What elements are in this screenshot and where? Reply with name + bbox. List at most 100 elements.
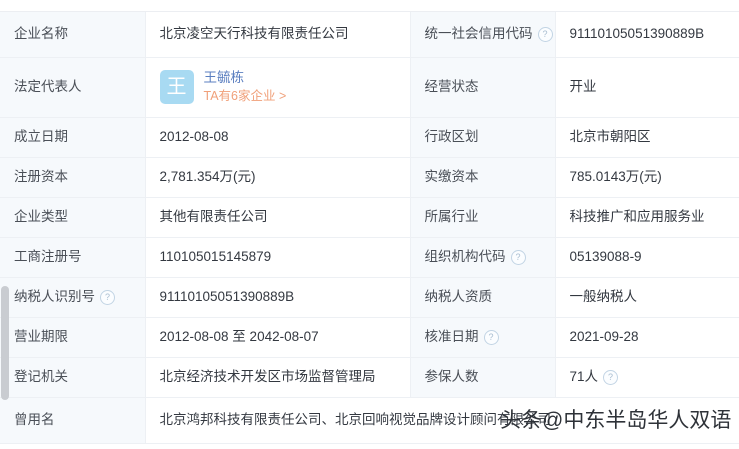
label-text: 实缴资本 [424,169,479,185]
table-row: 曾用名 北京鸿邦科技有限责任公司、北京回响视觉品牌设计顾问有限公司 [0,397,739,444]
field-value-credit-code: 91110105051390889B [555,12,739,58]
help-icon[interactable]: ? [100,290,115,306]
field-value-business-status: 开业 [555,57,739,118]
value-text: 91110105051390889B [159,289,295,305]
field-label-company-name: 企业名称 [0,12,146,58]
value-text: 北京鸿邦科技有限责任公司、北京回响视觉品牌设计顾问有限公司 [159,412,552,428]
field-value-district: 北京市朝阳区 [555,117,739,158]
field-label-paid-capital: 实缴资本 [410,157,556,198]
label-text: 纳税人资质 [424,289,493,305]
table-row: 工商注册号 110105015145879 组织机构代码? 05139088-9 [0,237,739,278]
field-value-former-names: 北京鸿邦科技有限责任公司、北京回响视觉品牌设计顾问有限公司 [145,397,739,444]
legal-rep-name-link[interactable]: 王毓栋 [203,70,245,85]
table-row: 登记机关 北京经济技术开发区市场监督管理局 参保人数 71人? [0,357,739,398]
table-row: 法定代表人 王 王毓栋 TA有6家企业 > 经营状态 开业 [0,57,739,118]
field-value-company-type: 其他有限责任公司 [145,197,411,238]
value-text: 科技推广和应用服务业 [569,209,705,225]
help-icon[interactable]: ? [537,27,553,43]
field-value-registration-number: 110105015145879 [145,237,411,278]
value-text: 其他有限责任公司 [159,209,268,225]
field-value-taxpayer-id: 91110105051390889B [145,277,411,318]
field-label-former-names: 曾用名 [0,397,146,444]
field-value-paid-capital: 785.0143万(元) [555,157,739,198]
field-label-registration-authority: 登记机关 [0,357,146,398]
field-value-org-code: 05139088-9 [555,237,739,278]
value-text: 北京凌空天行科技有限责任公司 [159,26,349,42]
label-text: 登记机关 [14,369,68,385]
field-label-insured-count: 参保人数 [410,357,556,398]
label-text: 参保人数 [424,369,479,385]
field-value-legal-rep: 王 王毓栋 TA有6家企业 > [145,57,411,118]
field-label-org-code: 组织机构代码? [410,237,556,278]
value-text: 开业 [569,79,597,95]
help-icon[interactable]: ? [603,370,619,386]
field-label-credit-code: 统一社会信用代码? [410,12,556,58]
value-text: 北京经济技术开发区市场监督管理局 [159,369,376,385]
value-text: 05139088-9 [569,249,642,265]
value-text: 2012-08-08 至 2042-08-07 [159,329,319,345]
value-text: 2012-08-08 [159,129,229,145]
field-value-taxpayer-qualification: 一般纳税人 [555,277,739,318]
legal-rep-block: 王 王毓栋 TA有6家企业 > [159,70,410,104]
field-label-taxpayer-qualification: 纳税人资质 [410,277,556,318]
label-text: 成立日期 [14,129,68,145]
value-text: 北京市朝阳区 [569,129,651,145]
field-label-business-term: 营业期限 [0,317,146,358]
table-row: 纳税人识别号? 91110105051390889B 纳税人资质 一般纳税人 [0,277,739,318]
label-text: 企业类型 [14,209,68,225]
table-row: 企业名称 北京凌空天行科技有限责任公司 统一社会信用代码? 9111010505… [0,12,739,58]
field-value-company-name: 北京凌空天行科技有限责任公司 [145,12,411,58]
label-text: 曾用名 [14,412,55,428]
label-text: 企业名称 [14,26,68,42]
field-label-established-date: 成立日期 [0,117,146,158]
company-info-table: 企业名称 北京凌空天行科技有限责任公司 统一社会信用代码? 9111010505… [0,12,739,444]
field-value-registered-capital: 2,781.354万(元) [145,157,411,198]
help-icon[interactable]: ? [483,330,499,346]
table-body: 企业名称 北京凌空天行科技有限责任公司 统一社会信用代码? 9111010505… [0,12,739,444]
legal-rep-text: 王毓栋 TA有6家企业 > [204,70,287,104]
field-label-company-type: 企业类型 [0,197,146,238]
field-label-district: 行政区划 [410,117,556,158]
label-text: 法定代表人 [14,79,82,95]
value-text: 2,781.354万(元) [159,169,256,185]
field-label-approval-date: 核准日期? [410,317,556,358]
value-text: 71人 [569,369,599,385]
field-label-business-status: 经营状态 [410,57,556,118]
label-text: 经营状态 [424,79,479,95]
label-text: 行政区划 [424,129,479,145]
field-label-registered-capital: 注册资本 [0,157,146,198]
table-row: 成立日期 2012-08-08 行政区划 北京市朝阳区 [0,117,739,158]
legal-rep-companies-link[interactable]: TA有6家企业 > [203,89,287,103]
value-text: 91110105051390889B [569,26,705,42]
avatar: 王 [159,70,194,104]
label-text: 统一社会信用代码 [424,26,533,42]
label-text: 纳税人识别号 [14,289,95,305]
label-text: 所属行业 [424,209,479,225]
field-label-taxpayer-id: 纳税人识别号? [0,277,146,318]
field-label-legal-rep: 法定代表人 [0,57,146,118]
table-row: 注册资本 2,781.354万(元) 实缴资本 785.0143万(元) [0,157,739,198]
table-row: 营业期限 2012-08-08 至 2042-08-07 核准日期? 2021-… [0,317,739,358]
field-value-established-date: 2012-08-08 [145,117,411,158]
label-text: 组织机构代码 [424,249,506,265]
field-value-approval-date: 2021-09-28 [555,317,739,358]
field-value-registration-authority: 北京经济技术开发区市场监督管理局 [145,357,411,398]
field-label-industry: 所属行业 [410,197,556,238]
label-text: 注册资本 [14,169,68,185]
vertical-scrollbar-thumb[interactable] [1,286,9,400]
value-text: 2021-09-28 [569,329,639,345]
value-text: 785.0143万(元) [569,169,662,185]
label-text: 营业期限 [14,329,68,345]
field-value-insured-count: 71人? [555,357,739,398]
help-icon[interactable]: ? [510,250,526,266]
value-text: 一般纳税人 [569,289,638,305]
field-value-business-term: 2012-08-08 至 2042-08-07 [145,317,411,358]
value-text: 110105015145879 [159,249,272,265]
watermark-text: 头条@中东半岛华人双语 [500,409,732,432]
label-text: 工商注册号 [14,249,82,265]
label-text: 核准日期 [424,329,479,345]
top-spacer [0,0,739,12]
field-value-industry: 科技推广和应用服务业 [555,197,739,238]
field-label-registration-number: 工商注册号 [0,237,146,278]
